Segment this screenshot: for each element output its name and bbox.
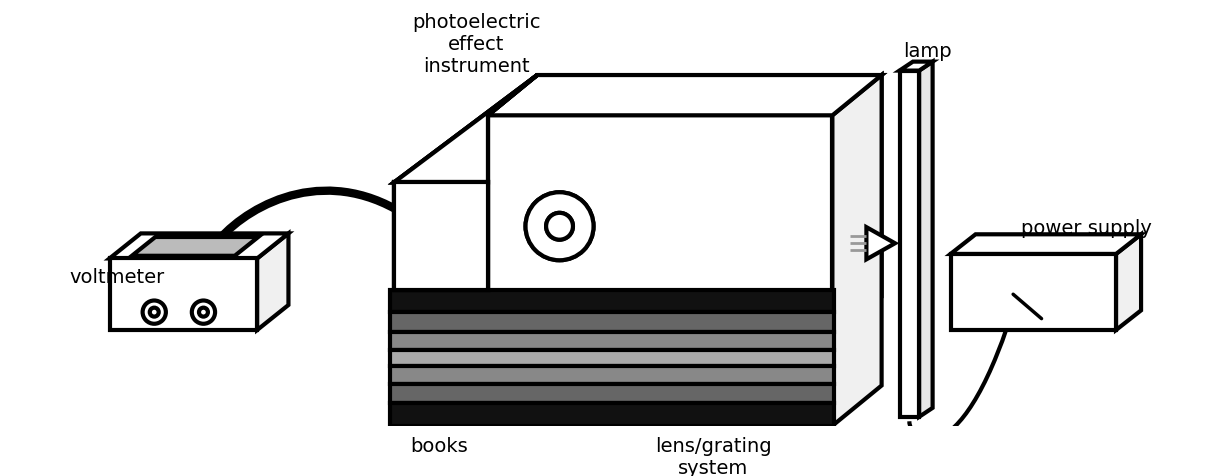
Polygon shape [109,234,289,259]
Polygon shape [951,235,1141,255]
Circle shape [546,213,573,240]
Bar [951,255,1116,330]
Polygon shape [132,238,258,256]
Bar [390,404,834,426]
Bar [488,116,833,426]
Bar [390,332,834,350]
Bar [390,384,834,404]
Bar [390,312,834,332]
Circle shape [525,193,594,261]
Polygon shape [833,76,882,426]
Bar [394,183,488,290]
Circle shape [143,301,166,324]
Circle shape [150,308,159,317]
Text: power supply: power supply [1021,218,1151,237]
Bar [899,71,919,417]
Bar [394,183,488,290]
Bar [109,259,257,330]
Text: photoelectric
effect
instrument: photoelectric effect instrument [412,13,540,76]
Bar [390,366,834,384]
Bar [390,350,834,366]
Circle shape [192,301,215,324]
Polygon shape [488,76,882,116]
Polygon shape [919,62,932,417]
Text: lens/grating
system: lens/grating system [656,436,771,476]
Polygon shape [394,76,538,183]
Text: books: books [410,436,467,456]
Text: lamp: lamp [903,42,952,61]
Bar [488,116,833,337]
Polygon shape [866,228,895,260]
Text: voltmeter: voltmeter [69,268,165,286]
Bar [394,183,488,290]
Circle shape [525,193,594,261]
Polygon shape [394,76,538,183]
Circle shape [546,213,573,240]
Polygon shape [899,62,932,71]
Polygon shape [488,76,882,116]
Polygon shape [1116,235,1141,330]
Polygon shape [257,234,289,330]
Polygon shape [833,76,882,337]
Bar [390,290,834,312]
Circle shape [199,308,208,317]
Polygon shape [394,76,538,183]
